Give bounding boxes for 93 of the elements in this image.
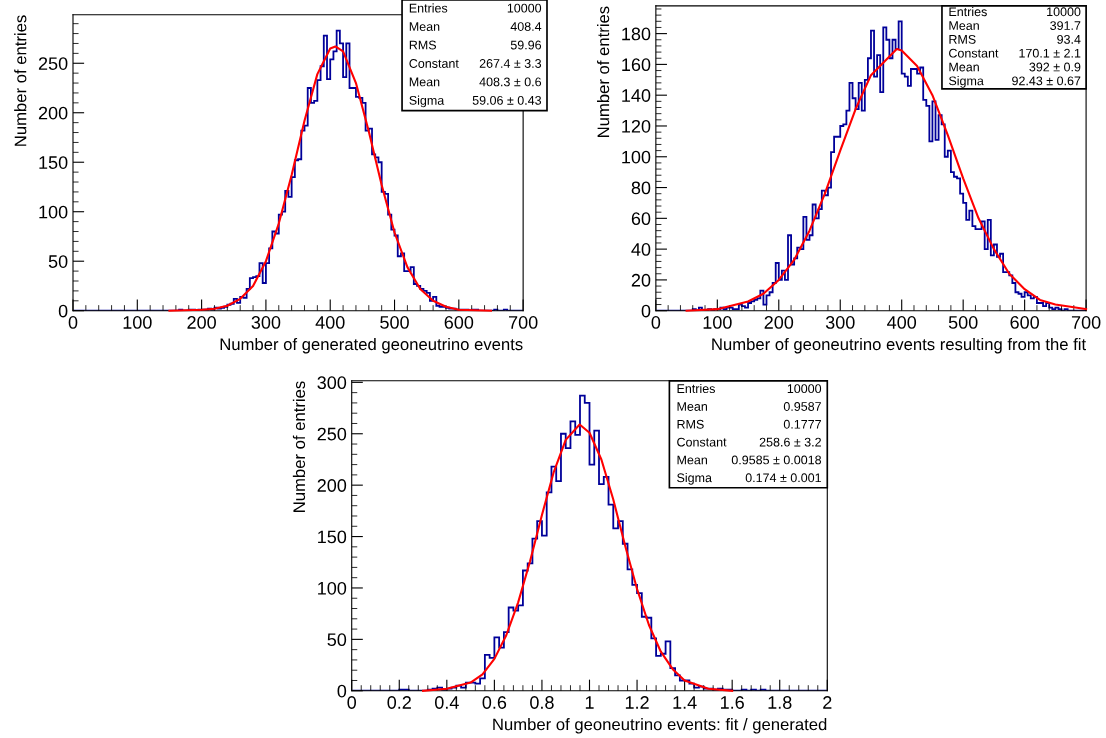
- y-tick-label: 250: [317, 427, 347, 441]
- x-tick-label: 200: [187, 316, 216, 329]
- annotation: RMS: [949, 34, 976, 44]
- y-tick-label: 150: [318, 530, 347, 544]
- annotation: 0.9585 ± 0.0018: [731, 455, 822, 465]
- annotation: Mean: [409, 22, 440, 31]
- x-tick-label: 300: [251, 316, 281, 329]
- x-tick-label: 0.4: [434, 696, 459, 709]
- annotation: Mean: [677, 402, 707, 411]
- annotation: Entries: [677, 383, 715, 394]
- x-tick-label: 100: [123, 316, 152, 329]
- annotation: 392 ± 0.9: [1029, 62, 1081, 72]
- annotation: Sigma: [948, 76, 984, 88]
- y-tick-label: 0: [641, 304, 651, 318]
- x-tick-label: 0: [347, 696, 357, 709]
- x-tick-label: 400: [887, 316, 917, 329]
- y-axis-title: Number of entries: [597, 6, 610, 137]
- annotation: Constant: [409, 59, 459, 68]
- x-tick-label: 500: [380, 316, 409, 329]
- y-tick-label: 0: [58, 304, 68, 318]
- text: Entries: [409, 3, 448, 13]
- y-tick-label: 150: [39, 156, 68, 169]
- x-tick-label: 700: [509, 316, 538, 329]
- annotation: Constant: [677, 437, 727, 447]
- y-tick-label: 300: [317, 376, 347, 390]
- annotation: Entries: [949, 6, 987, 17]
- x-tick-label: 1.8: [768, 696, 792, 709]
- y-tick-label: 200: [38, 106, 68, 120]
- line-series: [685, 47, 1088, 312]
- annotation: 0.9587: [783, 402, 821, 411]
- y-tick-label: 100: [39, 205, 68, 219]
- annotation: 10000: [1047, 7, 1081, 17]
- annotation: Sigma: [677, 473, 712, 485]
- x-tick-label: 200: [764, 316, 794, 329]
- y-tick-label: 250: [38, 57, 68, 70]
- x-tick-label: 2: [823, 696, 832, 709]
- y-tick-label: 180: [622, 27, 651, 41]
- annotation: 10000: [787, 384, 822, 394]
- y-tick-label: 120: [622, 119, 651, 133]
- y-tick-label: 140: [622, 89, 651, 102]
- annotation: RMS: [409, 40, 437, 50]
- x-tick-label: 1.4: [673, 696, 697, 709]
- annotation: Sigma: [409, 95, 445, 108]
- x-tick-label: 300: [825, 316, 855, 329]
- y-tick-label: 200: [317, 479, 347, 492]
- annotation: Mean: [409, 77, 440, 87]
- x-tick-label: 600: [444, 316, 474, 329]
- x-tick-label: 0.2: [387, 696, 411, 709]
- x-axis-title: Number of geoneutrino events resulting from the fit: [712, 337, 1086, 354]
- x-tick-label: 1.6: [721, 696, 744, 709]
- annotation: 408.3 ± 0.6: [479, 77, 542, 87]
- annotation: 267.4 ± 3.3: [479, 59, 542, 68]
- annotation: 59.06 ± 0.43: [472, 95, 542, 105]
- annotation: 0.174 ± 0.001: [745, 473, 821, 483]
- y-axis-title: Number of entries: [14, 15, 27, 146]
- x-tick-label: 0: [651, 316, 661, 329]
- annotation: Mean: [949, 21, 979, 30]
- annotation: 408.4: [510, 22, 542, 31]
- y-axis-title: Number of entries: [292, 381, 306, 512]
- x-tick-label: 1: [585, 696, 594, 709]
- x-tick-label: 1.2: [625, 696, 649, 709]
- annotation: Constant: [949, 48, 999, 58]
- annotation: 258.6 ± 3.2: [759, 437, 821, 447]
- y-tick-label: 50: [327, 633, 347, 647]
- y-tick-label: 50: [48, 255, 68, 268]
- y-tick-label: 60: [631, 212, 651, 226]
- y-tick-label: 100: [318, 581, 347, 595]
- x-axis-title: Number of geoneutrino events: fit / generated: [493, 718, 827, 734]
- y-tick-label: 40: [631, 243, 651, 256]
- x-tick-label: 0.8: [530, 696, 554, 709]
- annotation: 59.96: [510, 40, 542, 50]
- y-tick-label: 100: [622, 150, 651, 164]
- y-tick-label: 160: [622, 58, 651, 72]
- x-tick-label: 600: [1010, 316, 1039, 329]
- y-tick-label: 20: [631, 273, 651, 287]
- y-tick-label: 0: [337, 684, 347, 698]
- annotation: RMS: [677, 419, 704, 429]
- x-tick-label: 0.6: [482, 696, 507, 709]
- annotation: Mean: [949, 62, 979, 72]
- text: 10000: [507, 3, 542, 13]
- annotation: 92.43 ± 0.67: [1012, 76, 1081, 86]
- annotation: 170.1 ± 2.1: [1019, 48, 1081, 58]
- x-axis-title: Number of generated geoneutrino events: [220, 337, 523, 354]
- annotation: 391.7: [1050, 21, 1081, 30]
- x-tick-label: 700: [1071, 316, 1101, 329]
- annotation: Mean: [677, 455, 707, 465]
- x-tick-label: 500: [948, 316, 978, 329]
- x-tick-label: 100: [703, 316, 732, 329]
- annotation: 93.4: [1057, 34, 1081, 44]
- x-tick-label: 0: [68, 316, 78, 329]
- annotation: 0.1777: [783, 419, 821, 429]
- y-tick-label: 80: [631, 181, 651, 195]
- x-tick-label: 400: [315, 316, 345, 329]
